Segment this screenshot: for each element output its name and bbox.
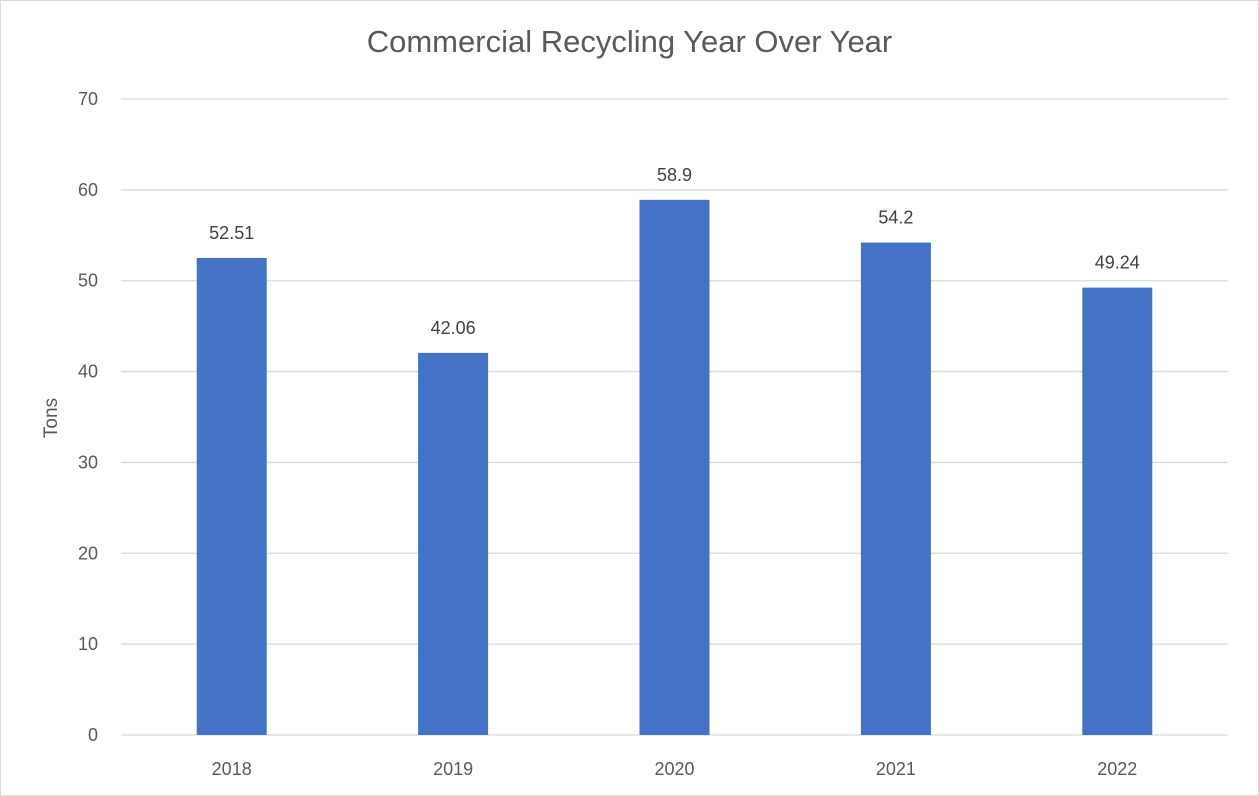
y-axis-ticks: 0 10 20 30 40 50 60 70 xyxy=(78,89,98,745)
x-tick-label-2022: 2022 xyxy=(1097,759,1137,779)
bars xyxy=(196,199,1153,735)
data-labels: 52.51 42.06 58.9 54.2 49.24 xyxy=(209,165,1140,338)
y-tick-label: 10 xyxy=(78,634,98,654)
y-tick-label: 0 xyxy=(88,725,98,745)
bar-2018 xyxy=(196,257,267,735)
data-label-2021: 54.2 xyxy=(878,208,913,228)
y-tick-label: 60 xyxy=(78,180,98,200)
x-tick-label-2021: 2021 xyxy=(876,759,916,779)
x-tick-label-2018: 2018 xyxy=(212,759,252,779)
y-tick-label: 50 xyxy=(78,271,98,291)
data-label-2020: 58.9 xyxy=(657,165,692,185)
data-label-2019: 42.06 xyxy=(431,318,476,338)
x-axis-ticks: 2018 2019 2020 2021 2022 xyxy=(212,759,1138,779)
x-tick-label-2020: 2020 xyxy=(654,759,694,779)
x-tick-label-2019: 2019 xyxy=(433,759,473,779)
y-tick-label: 30 xyxy=(78,452,98,472)
bar-2022 xyxy=(1082,287,1153,735)
bar-2021 xyxy=(860,242,931,735)
chart-title: Commercial Recycling Year Over Year xyxy=(366,24,893,59)
data-label-2022: 49.24 xyxy=(1095,253,1140,273)
y-tick-label: 40 xyxy=(78,362,98,382)
bar-2019 xyxy=(418,352,489,735)
data-label-2018: 52.51 xyxy=(209,223,254,243)
bar-2020 xyxy=(639,199,710,735)
y-tick-label: 70 xyxy=(78,89,98,109)
y-tick-label: 20 xyxy=(78,543,98,563)
